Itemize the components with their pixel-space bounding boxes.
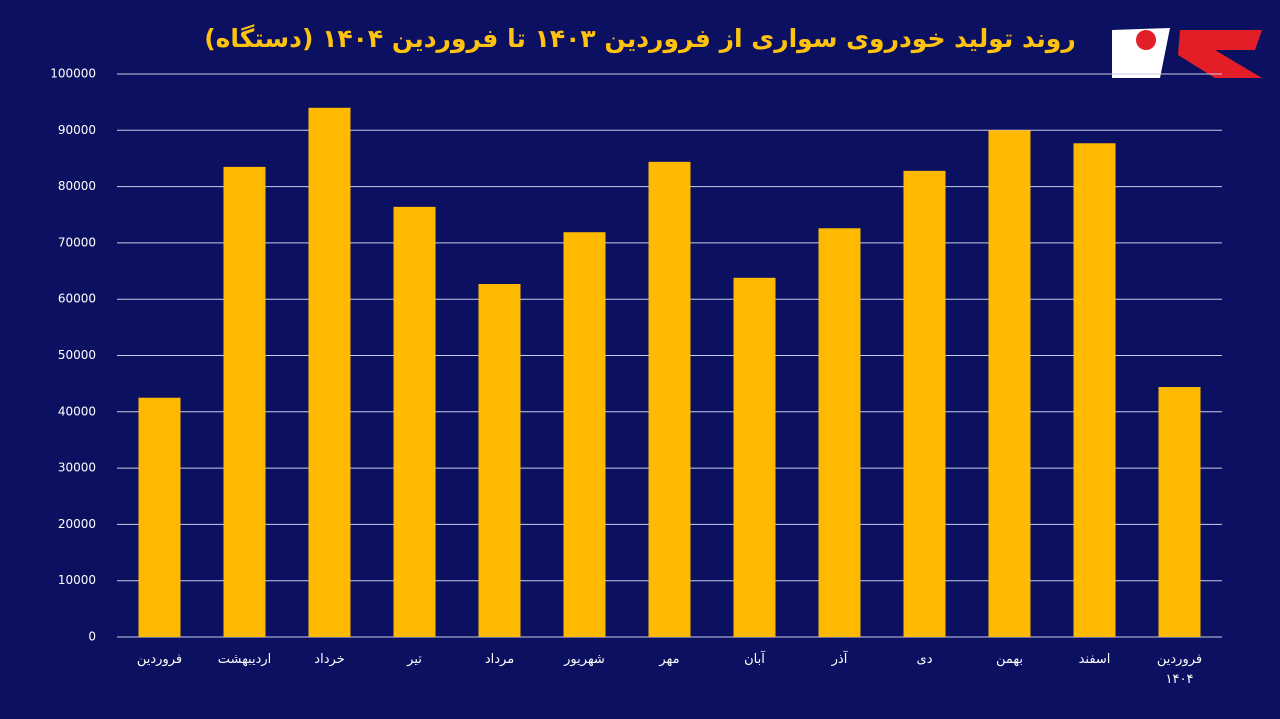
- bar: [393, 206, 436, 638]
- x-tick-label: اسفند: [1078, 652, 1111, 667]
- y-tick-label: 50000: [58, 348, 96, 362]
- x-tick-label: فروردین: [136, 652, 183, 667]
- y-tick-label: 90000: [58, 123, 96, 137]
- y-tick-label: 80000: [58, 179, 96, 193]
- y-tick-label: 0: [88, 630, 96, 644]
- y-tick-label: 40000: [58, 404, 96, 418]
- x-tick-label: شهریور: [564, 652, 605, 667]
- bar: [818, 228, 861, 637]
- x-tick-label: خرداد: [314, 652, 345, 667]
- bar: [903, 170, 946, 637]
- bar: [1073, 143, 1116, 637]
- logo-shape: [1178, 30, 1262, 78]
- y-tick-label: 30000: [58, 461, 96, 475]
- bar: [733, 277, 776, 637]
- y-tick-label: 60000: [58, 292, 96, 306]
- x-tick-label: مهر: [659, 652, 680, 667]
- chart-title: روند تولید خودروی سواری از فروردین ۱۴۰۳ …: [204, 24, 1076, 54]
- bar: [648, 161, 691, 637]
- bar: [1158, 387, 1201, 637]
- x-tick-label: تیر: [407, 652, 422, 667]
- y-tick-label: 100000: [50, 67, 96, 81]
- x-tick-label: مرداد: [484, 652, 515, 667]
- logo: [1112, 28, 1262, 78]
- logo-dot: [1136, 30, 1156, 50]
- x-tick-label: بهمن: [995, 652, 1024, 667]
- bar: [308, 107, 351, 637]
- x-tick-label: آبان: [744, 652, 765, 667]
- y-tick-label: 20000: [58, 517, 96, 531]
- x-tick-label: دی: [916, 652, 933, 667]
- bar: [223, 166, 266, 637]
- bar: [563, 232, 606, 637]
- y-tick-label: 10000: [58, 573, 96, 587]
- x-tick-label: فروردین ۱۴۰۴: [1156, 652, 1203, 687]
- bar: [988, 130, 1031, 638]
- x-tick-label: اردیبهشت: [217, 652, 272, 667]
- bar: [138, 397, 181, 637]
- x-tick-label: آذر: [831, 652, 848, 667]
- bar: [478, 283, 521, 637]
- y-tick-label: 70000: [58, 235, 96, 249]
